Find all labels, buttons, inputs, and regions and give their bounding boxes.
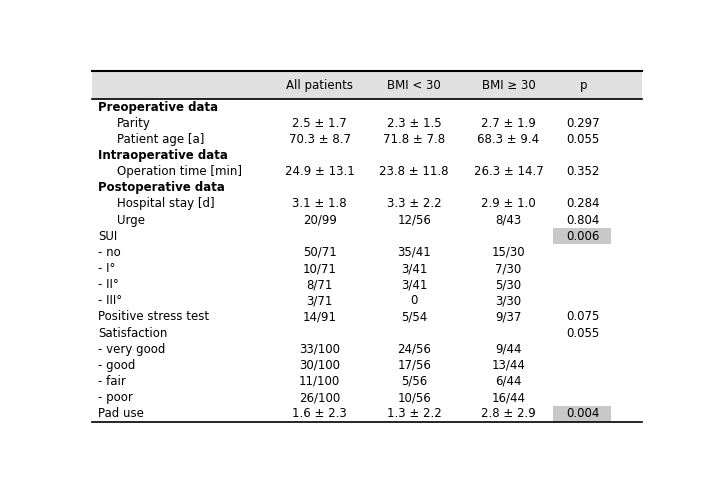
Text: 13/44: 13/44 (491, 359, 526, 372)
Text: 11/100: 11/100 (299, 375, 340, 388)
Text: Positive stress test: Positive stress test (98, 310, 209, 323)
Text: - no: - no (98, 246, 120, 259)
Text: 23.8 ± 11.8: 23.8 ± 11.8 (379, 165, 449, 178)
Text: 71.8 ± 7.8: 71.8 ± 7.8 (383, 133, 445, 146)
Text: 6/44: 6/44 (495, 375, 522, 388)
Text: Parity: Parity (117, 117, 151, 130)
Text: 0.055: 0.055 (567, 133, 600, 146)
Text: 30/100: 30/100 (299, 359, 340, 372)
Text: 10/71: 10/71 (303, 262, 337, 275)
Text: 2.9 ± 1.0: 2.9 ± 1.0 (481, 198, 536, 211)
Text: 3.3 ± 2.2: 3.3 ± 2.2 (387, 198, 442, 211)
Text: 9/37: 9/37 (495, 310, 522, 323)
Text: 2.8 ± 2.9: 2.8 ± 2.9 (481, 407, 536, 420)
Text: 0.004: 0.004 (566, 407, 600, 420)
Text: Operation time [min]: Operation time [min] (117, 165, 242, 178)
Text: 0.006: 0.006 (566, 230, 600, 243)
Text: - I°: - I° (98, 262, 115, 275)
Text: 24/56: 24/56 (397, 343, 431, 356)
Text: 0.297: 0.297 (566, 117, 600, 130)
Text: 0.075: 0.075 (566, 310, 600, 323)
Text: 0.284: 0.284 (566, 198, 600, 211)
Text: Urge: Urge (117, 214, 145, 227)
Text: 15/30: 15/30 (492, 246, 526, 259)
Text: 0: 0 (410, 294, 418, 307)
Text: - very good: - very good (98, 343, 165, 356)
Text: 5/30: 5/30 (495, 278, 521, 291)
Text: BMI ≥ 30: BMI ≥ 30 (482, 79, 536, 92)
Text: - III°: - III° (98, 294, 122, 307)
Text: 68.3 ± 9.4: 68.3 ± 9.4 (478, 133, 540, 146)
Text: Preoperative data: Preoperative data (98, 101, 218, 114)
Text: 2.3 ± 1.5: 2.3 ± 1.5 (387, 117, 442, 130)
Text: 3.1 ± 1.8: 3.1 ± 1.8 (292, 198, 347, 211)
Bar (553, 406, 611, 422)
Text: 3/41: 3/41 (401, 278, 427, 291)
Text: 17/56: 17/56 (397, 359, 431, 372)
Text: 8/71: 8/71 (306, 278, 333, 291)
Text: 9/44: 9/44 (495, 343, 522, 356)
Text: 16/44: 16/44 (491, 391, 526, 404)
Text: 26/100: 26/100 (299, 391, 340, 404)
Text: 2.7 ± 1.9: 2.7 ± 1.9 (481, 117, 536, 130)
Text: Pad use: Pad use (98, 407, 144, 420)
Text: 2.5 ± 1.7: 2.5 ± 1.7 (292, 117, 347, 130)
Text: 0.804: 0.804 (566, 214, 600, 227)
Bar (92, 71, 642, 99)
Text: 14/91: 14/91 (303, 310, 337, 323)
Text: 35/41: 35/41 (397, 246, 431, 259)
Text: 5/54: 5/54 (401, 310, 427, 323)
Text: Intraoperative data: Intraoperative data (98, 149, 228, 162)
Text: 0.055: 0.055 (567, 326, 600, 339)
Text: 5/56: 5/56 (401, 375, 427, 388)
Text: All patients: All patients (286, 79, 353, 92)
Text: 33/100: 33/100 (299, 343, 340, 356)
Text: 8/43: 8/43 (495, 214, 521, 227)
Text: 3/71: 3/71 (306, 294, 333, 307)
Text: 1.3 ± 2.2: 1.3 ± 2.2 (387, 407, 442, 420)
Text: 0.352: 0.352 (566, 165, 600, 178)
Text: 26.3 ± 14.7: 26.3 ± 14.7 (473, 165, 543, 178)
Text: Satisfaction: Satisfaction (98, 326, 168, 339)
Text: - poor: - poor (98, 391, 132, 404)
Text: Postoperative data: Postoperative data (98, 181, 225, 194)
Text: 20/99: 20/99 (303, 214, 337, 227)
Text: 70.3 ± 8.7: 70.3 ± 8.7 (289, 133, 351, 146)
Text: 3/41: 3/41 (401, 262, 427, 275)
Text: - good: - good (98, 359, 135, 372)
Text: 10/56: 10/56 (397, 391, 431, 404)
Text: 3/30: 3/30 (495, 294, 521, 307)
Text: 12/56: 12/56 (397, 214, 431, 227)
Text: SUI: SUI (98, 230, 117, 243)
Text: 7/30: 7/30 (495, 262, 521, 275)
Text: - II°: - II° (98, 278, 119, 291)
Bar (553, 228, 611, 245)
Text: Hospital stay [d]: Hospital stay [d] (117, 198, 215, 211)
Text: 1.6 ± 2.3: 1.6 ± 2.3 (292, 407, 347, 420)
Text: p: p (580, 79, 587, 92)
Text: Patient age [a]: Patient age [a] (117, 133, 205, 146)
Text: - fair: - fair (98, 375, 126, 388)
Text: 24.9 ± 13.1: 24.9 ± 13.1 (285, 165, 354, 178)
Text: BMI < 30: BMI < 30 (387, 79, 441, 92)
Text: 50/71: 50/71 (303, 246, 337, 259)
